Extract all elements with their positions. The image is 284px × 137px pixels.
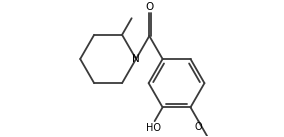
Text: N: N <box>131 54 139 64</box>
Text: HO: HO <box>146 123 161 133</box>
Text: O: O <box>145 2 153 12</box>
Text: O: O <box>195 122 202 132</box>
